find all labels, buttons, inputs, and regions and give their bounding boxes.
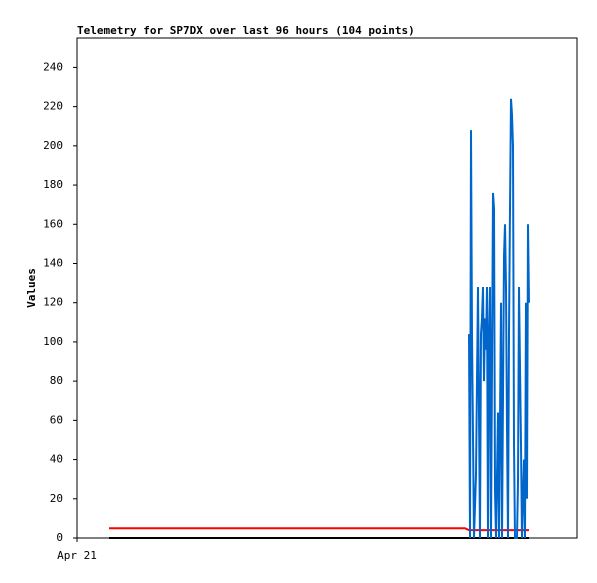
y-tick-label: 40 <box>50 453 63 466</box>
y-tick-label: 240 <box>43 60 63 73</box>
series-line <box>109 527 529 532</box>
y-tick-label: 200 <box>43 139 63 152</box>
y-tick-label: 120 <box>43 296 63 309</box>
series-line <box>468 98 530 539</box>
y-tick-label: 220 <box>43 100 63 113</box>
y-tick-label: 60 <box>50 413 63 426</box>
x-tick-label: Apr 21 <box>57 549 97 562</box>
y-tick-label: 100 <box>43 335 63 348</box>
y-tick-label: 160 <box>43 217 63 230</box>
chart-title: Telemetry for SP7DX over last 96 hours (… <box>77 24 415 37</box>
y-tick-label: 140 <box>43 256 63 269</box>
y-tick-label: 0 <box>56 531 63 544</box>
y-tick-label: 80 <box>50 374 63 387</box>
y-tick-label: 180 <box>43 178 63 191</box>
y-axis-label: Values <box>25 268 38 308</box>
y-tick-label: 20 <box>50 492 63 505</box>
